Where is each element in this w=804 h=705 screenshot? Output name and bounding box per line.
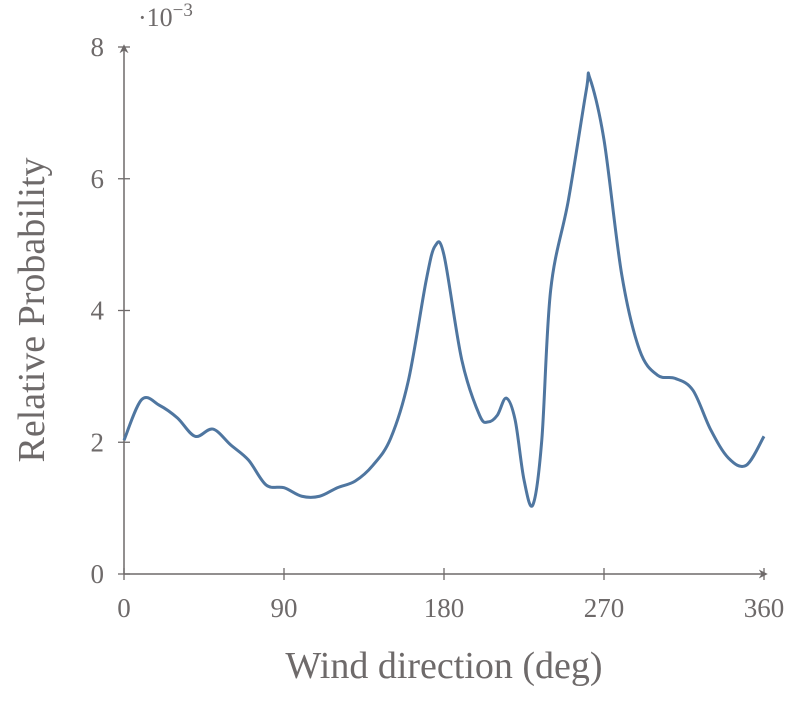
data-line — [122, 71, 766, 508]
y-tick-label: 0 — [91, 559, 105, 589]
y-tick-label: 4 — [91, 296, 105, 326]
y-scale-exponent: −3 — [173, 0, 193, 21]
y-axis-title: Relative Probability — [11, 157, 53, 462]
y-scale-base: ·10 — [138, 3, 173, 32]
y-scale-label: ·10−3 — [138, 0, 193, 32]
x-tick-label: 180 — [424, 593, 465, 623]
x-tick-label: 270 — [584, 593, 625, 623]
x-tick-label: 360 — [744, 593, 785, 623]
y-tick-label: 6 — [91, 164, 105, 194]
x-tick-label: 90 — [271, 593, 298, 623]
x-axis-title: Wind direction (deg) — [285, 645, 602, 687]
y-tick-label: 8 — [91, 32, 105, 62]
x-tick-label: 0 — [117, 593, 131, 623]
y-tick-label: 2 — [91, 427, 105, 457]
